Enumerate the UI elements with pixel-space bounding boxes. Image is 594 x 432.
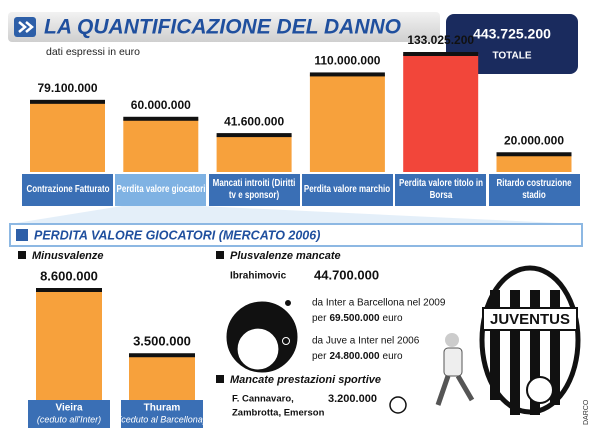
value-label: 8.600.000 xyxy=(40,268,98,283)
bullet xyxy=(18,251,26,259)
prest-player: Zambrotta, Emerson xyxy=(232,408,325,419)
bar xyxy=(123,118,199,172)
section-icon xyxy=(16,229,28,241)
bar xyxy=(216,135,292,172)
bar xyxy=(30,101,105,172)
category-label: Vieira xyxy=(55,403,82,414)
category-box: Contrazione Fatturato xyxy=(22,174,113,206)
pointer-dot xyxy=(282,337,290,345)
bar xyxy=(129,355,195,400)
category-box: Perdita valore giocatori xyxy=(115,174,207,206)
category-box-text: Perdita valore marchio xyxy=(304,184,391,195)
value: 24.800.000 xyxy=(329,351,379,362)
category-box: Mancati introiti (Diritti tv e sponsor) xyxy=(208,174,300,206)
bar-cap xyxy=(129,353,195,358)
value-label: 79.100.000 xyxy=(37,81,97,95)
bar xyxy=(309,74,385,172)
bar xyxy=(36,290,102,400)
prest-amount: 3.200.000 xyxy=(328,393,377,405)
transfer-amount: per 24.800.000 euro xyxy=(312,351,403,362)
total-label: TOTALE xyxy=(492,51,531,62)
value-label: 60.000.000 xyxy=(131,98,191,112)
total-value: 443.725.200 xyxy=(473,26,551,42)
total-box xyxy=(446,14,578,74)
category-box-text: Mancati introiti (Diritti tv e sponsor) xyxy=(212,178,296,201)
category-box xyxy=(28,400,110,428)
category-box-text: Contrazione Fatturato xyxy=(25,184,110,195)
value-label: 20.000.000 xyxy=(504,133,564,147)
bullet xyxy=(216,375,224,383)
category-box: Perdita valore marchio xyxy=(301,174,393,206)
category-note: (ceduto all'Inter) xyxy=(37,414,101,424)
bar xyxy=(496,154,572,172)
bullet xyxy=(216,251,224,259)
value-label: 110.000.000 xyxy=(314,54,380,68)
category-box xyxy=(121,400,203,428)
bar-cap xyxy=(496,152,572,157)
bar-cap xyxy=(30,99,105,104)
prest-player: F. Cannavaro, xyxy=(232,394,294,405)
section-title: PERDITA VALORE GIOCATORI (MERCATO 2006) xyxy=(34,228,320,242)
value: 69.500.000 xyxy=(329,313,379,324)
category-box-text: Perdita valore titolo in Borsa xyxy=(398,178,483,201)
category-box: Perdita valore titolo in Borsa xyxy=(395,174,487,206)
subtitle: dati espressi in euro xyxy=(46,46,140,58)
prest-heading: Mancate prestazioni sportive xyxy=(230,374,381,386)
category-box-text: Ritardo costruzione stadio xyxy=(496,178,572,201)
section-band xyxy=(9,223,583,247)
transfer-text: da Inter a Barcellona nel 2009 xyxy=(312,298,446,309)
transfer-bubble xyxy=(236,327,280,371)
category-note: (ceduto al Barcellona) xyxy=(118,414,206,424)
minus-heading: Minusvalenze xyxy=(32,250,104,262)
suffix: euro xyxy=(383,313,403,324)
category-box: Ritardo costruzione stadio xyxy=(488,174,580,206)
bar-cap xyxy=(216,133,292,138)
value-label: 3.500.000 xyxy=(133,334,191,349)
value-label: 41.600.000 xyxy=(224,114,284,128)
player: Ibrahimovic xyxy=(230,271,287,282)
header-arrows xyxy=(18,21,34,33)
amount: 44.700.000 xyxy=(314,267,379,282)
prefix: per xyxy=(312,351,327,362)
bar-cap xyxy=(123,116,199,121)
bar xyxy=(403,54,479,172)
logo-text: JUVENTUS xyxy=(490,311,570,328)
plus-heading: Plusvalenze mancate xyxy=(230,250,341,262)
transfer-text: da Juve a Inter nel 2006 xyxy=(312,336,420,347)
bar-cap xyxy=(403,52,479,56)
logo: JUVENTUS xyxy=(479,265,581,415)
title: LA QUANTIFICAZIONE DEL DANNO xyxy=(44,16,401,39)
suffix: euro xyxy=(383,351,403,362)
value-label: 133.025.200 xyxy=(407,33,474,47)
transfer-amount: per 69.500.000 euro xyxy=(312,313,403,324)
category-box-text: Perdita valore giocatori xyxy=(116,184,206,195)
prefix: per xyxy=(312,313,327,324)
category-label: Thuram xyxy=(144,403,181,414)
bar-cap xyxy=(309,72,385,77)
pointer-dot xyxy=(284,299,292,307)
credit: DARCO xyxy=(583,399,590,425)
connector xyxy=(10,206,580,224)
bar-cap xyxy=(36,288,102,292)
header-band xyxy=(8,12,440,42)
player-figure xyxy=(389,333,475,414)
